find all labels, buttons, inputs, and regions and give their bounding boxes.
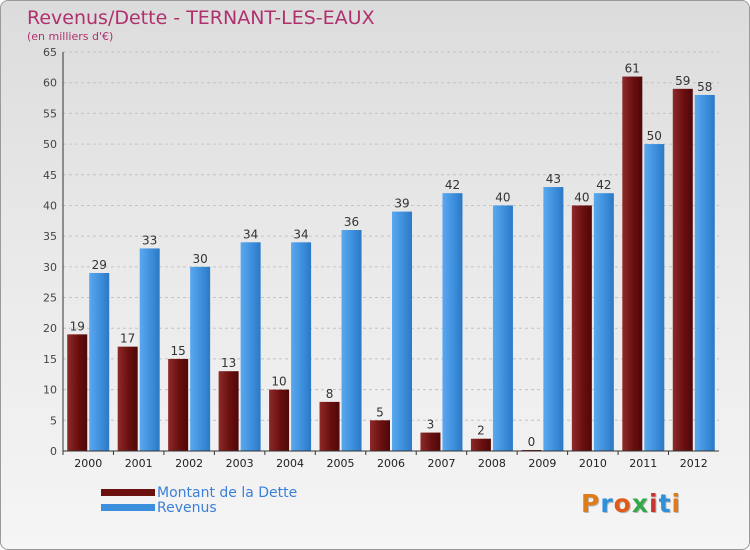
debt-bar (168, 358, 189, 451)
x-tick-label: 2000 (74, 457, 102, 470)
debt-bar (117, 346, 138, 451)
legend-swatch-debt (101, 489, 155, 496)
revenue-value-label: 33 (142, 233, 157, 247)
x-tick-label: 2008 (478, 457, 506, 470)
revenue-value-label: 42 (596, 178, 611, 192)
y-tick-label: 55 (43, 107, 57, 120)
x-tick-label: 2002 (175, 457, 203, 470)
y-tick-label: 45 (43, 169, 57, 182)
y-tick-label: 60 (43, 77, 57, 90)
revenue-bar (644, 144, 665, 452)
revenue-bar (492, 205, 513, 451)
debt-value-label: 61 (625, 62, 640, 76)
proxiti-logo: Proxiti (581, 489, 681, 518)
revenue-bar (694, 94, 715, 451)
debt-value-label: 2 (477, 424, 485, 438)
revenue-bar (442, 193, 463, 451)
revenue-value-label: 50 (647, 129, 662, 143)
revenue-value-label: 39 (394, 197, 409, 211)
debt-bar (67, 334, 88, 451)
logo-letter: t (658, 489, 672, 518)
x-tick-label: 2010 (579, 457, 607, 470)
x-tick-label: 2009 (528, 457, 556, 470)
revenue-bar (593, 193, 614, 451)
logo-letter: i (671, 489, 682, 518)
debt-value-label: 8 (326, 387, 334, 401)
y-tick-label: 65 (43, 46, 57, 59)
debt-bar (370, 420, 390, 451)
revenue-bar (89, 272, 110, 451)
legend-swatch-revenue (101, 504, 155, 511)
revenue-value-label: 36 (344, 215, 359, 229)
y-tick-label: 25 (43, 292, 57, 305)
chart-subtitle: (en milliers d'€) (27, 30, 114, 43)
debt-value-label: 3 (427, 418, 435, 432)
revenue-value-label: 34 (293, 227, 308, 241)
y-tick-label: 35 (43, 230, 57, 243)
y-tick-label: 15 (43, 353, 57, 366)
debt-bar (622, 76, 643, 452)
y-tick-label: 40 (43, 199, 57, 212)
x-tick-label: 2001 (125, 457, 153, 470)
legend-label-revenue: Revenus (157, 500, 217, 516)
y-tick-label: 30 (43, 261, 57, 274)
debt-value-label: 19 (70, 319, 85, 333)
debt-value-label: 59 (675, 74, 690, 88)
debt-value-label: 10 (271, 375, 286, 389)
revenue-value-label: 43 (546, 172, 561, 186)
debt-bar (672, 88, 693, 451)
revenue-value-label: 40 (495, 190, 510, 204)
x-tick-label: 2005 (327, 457, 355, 470)
y-tick-label: 50 (43, 138, 57, 151)
y-tick-label: 0 (50, 445, 57, 458)
x-tick-label: 2007 (427, 457, 455, 470)
revenue-bar (139, 248, 160, 451)
y-tick-label: 20 (43, 322, 57, 335)
debt-bar (319, 401, 340, 451)
revenue-value-label: 29 (92, 258, 107, 272)
revenue-bar (341, 230, 362, 451)
debt-bar (571, 205, 592, 451)
revenue-value-label: 30 (193, 252, 208, 266)
x-tick-label: 2006 (377, 457, 405, 470)
revenue-bar (392, 211, 412, 451)
debt-value-label: 15 (171, 344, 186, 358)
logo-letter: r (600, 489, 614, 518)
revenue-value-label: 42 (445, 178, 460, 192)
debt-value-label: 5 (376, 405, 384, 419)
x-tick-label: 2004 (276, 457, 304, 470)
debt-bar (269, 389, 290, 451)
revenue-bar (190, 266, 211, 451)
logo-letter: i (649, 489, 659, 518)
debt-bar (218, 371, 239, 451)
debt-value-label: 40 (574, 190, 589, 204)
x-tick-label: 2011 (629, 457, 657, 470)
revenue-value-label: 58 (697, 80, 712, 94)
debt-value-label: 0 (528, 435, 536, 449)
debt-value-label: 17 (120, 332, 135, 346)
revenue-bar (543, 187, 564, 452)
revenue-bar (240, 242, 261, 451)
logo-letter: o (613, 489, 632, 518)
revenue-bar (291, 242, 312, 451)
debt-bar (470, 438, 491, 451)
logo-letter: x (631, 489, 649, 518)
chart-title: Revenus/Dette - TERNANT-LES-EAUX (27, 7, 375, 29)
y-tick-label: 5 (50, 414, 57, 427)
revenue-value-label: 34 (243, 227, 258, 241)
y-tick-label: 10 (43, 384, 57, 397)
x-tick-label: 2003 (226, 457, 254, 470)
debt-value-label: 13 (221, 356, 236, 370)
debt-bar (420, 432, 441, 451)
x-tick-label: 2012 (680, 457, 708, 470)
legend-label-debt: Montant de la Dette (157, 485, 298, 501)
logo-letter: P (581, 489, 601, 518)
